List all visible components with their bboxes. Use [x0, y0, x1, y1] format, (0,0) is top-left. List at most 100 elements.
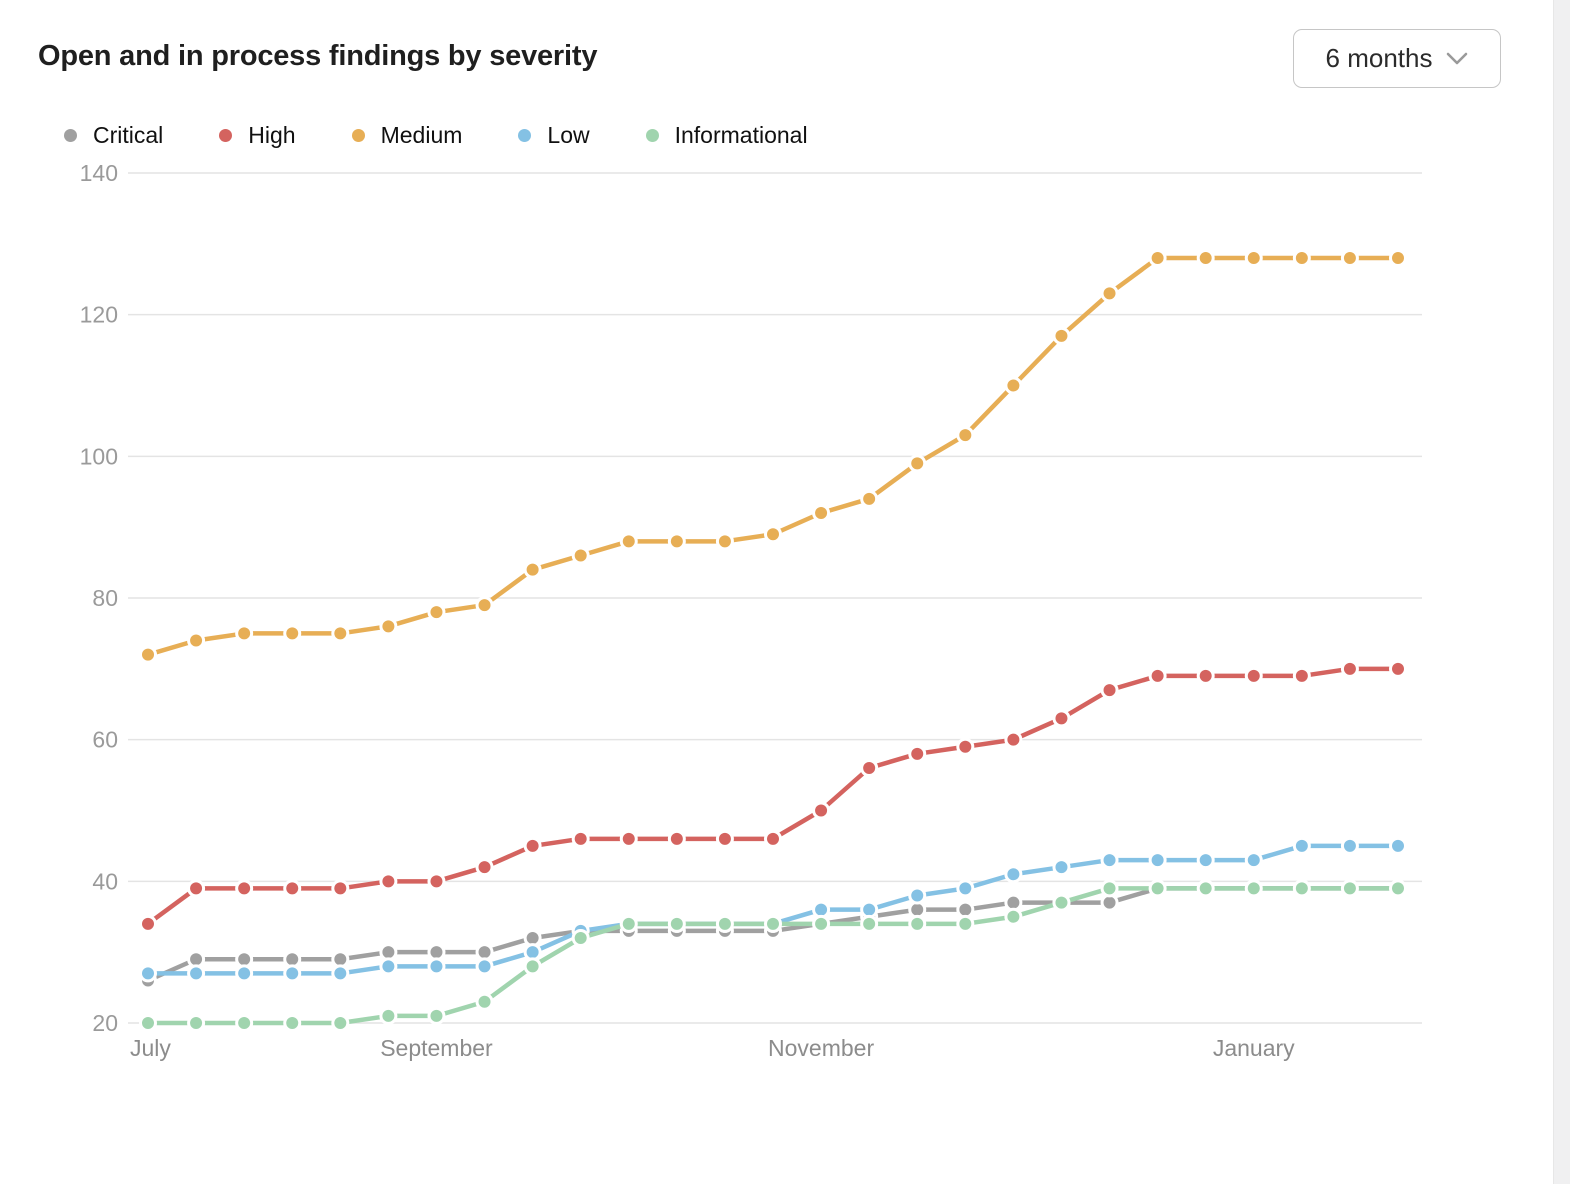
informational-point-9[interactable]: [571, 929, 590, 947]
informational-point-5[interactable]: [379, 1006, 398, 1025]
medium-point-1[interactable]: [187, 631, 206, 650]
medium-point-25[interactable]: [1340, 249, 1359, 267]
high-point-12[interactable]: [715, 829, 734, 848]
low-point-6[interactable]: [427, 957, 446, 976]
high-point-7[interactable]: [475, 858, 494, 877]
medium-point-11[interactable]: [667, 532, 686, 551]
informational-point-25[interactable]: [1340, 879, 1359, 898]
high-point-11[interactable]: [667, 829, 686, 848]
medium-point-7[interactable]: [475, 596, 494, 615]
low-point-23[interactable]: [1244, 851, 1263, 870]
low-point-4[interactable]: [331, 964, 350, 983]
low-point-20[interactable]: [1100, 851, 1119, 870]
legend-item-high[interactable]: High: [219, 122, 296, 149]
informational-point-18[interactable]: [1004, 907, 1023, 926]
high-point-20[interactable]: [1100, 681, 1119, 700]
informational-point-14[interactable]: [812, 914, 831, 933]
medium-point-0[interactable]: [139, 645, 157, 664]
informational-point-3[interactable]: [283, 1014, 302, 1032]
low-point-19[interactable]: [1052, 858, 1071, 877]
medium-point-6[interactable]: [427, 603, 446, 622]
informational-point-23[interactable]: [1244, 879, 1263, 898]
legend-item-informational[interactable]: Informational: [645, 122, 808, 149]
high-point-21[interactable]: [1148, 666, 1167, 685]
medium-point-9[interactable]: [571, 546, 590, 565]
high-point-9[interactable]: [571, 829, 590, 848]
informational-point-26[interactable]: [1389, 879, 1407, 898]
low-point-16[interactable]: [908, 886, 927, 905]
low-point-2[interactable]: [235, 964, 254, 983]
high-point-1[interactable]: [187, 879, 206, 898]
medium-point-23[interactable]: [1244, 249, 1263, 267]
low-point-25[interactable]: [1340, 836, 1359, 855]
low-point-1[interactable]: [187, 964, 206, 983]
high-point-25[interactable]: [1340, 659, 1359, 678]
informational-point-10[interactable]: [619, 914, 638, 933]
informational-point-4[interactable]: [331, 1014, 350, 1032]
low-point-3[interactable]: [283, 964, 302, 983]
medium-point-8[interactable]: [523, 560, 542, 579]
medium-point-17[interactable]: [956, 426, 975, 445]
medium-point-18[interactable]: [1004, 376, 1023, 395]
medium-point-14[interactable]: [812, 504, 831, 522]
high-point-2[interactable]: [235, 879, 254, 898]
medium-point-2[interactable]: [235, 624, 254, 643]
medium-point-15[interactable]: [860, 489, 879, 508]
high-point-13[interactable]: [764, 829, 782, 848]
low-point-17[interactable]: [956, 879, 975, 898]
informational-point-21[interactable]: [1148, 879, 1167, 898]
high-point-23[interactable]: [1244, 666, 1263, 685]
medium-point-26[interactable]: [1389, 249, 1407, 267]
low-point-0[interactable]: [139, 964, 157, 983]
high-point-6[interactable]: [427, 872, 446, 891]
medium-point-13[interactable]: [764, 525, 782, 544]
series-medium[interactable]: [139, 249, 1407, 664]
informational-point-1[interactable]: [187, 1014, 206, 1032]
series-high[interactable]: [139, 659, 1407, 933]
informational-point-0[interactable]: [139, 1014, 157, 1032]
high-point-4[interactable]: [331, 879, 350, 898]
medium-point-21[interactable]: [1148, 249, 1167, 267]
medium-point-3[interactable]: [283, 624, 302, 643]
informational-point-12[interactable]: [715, 914, 734, 933]
series-informational[interactable]: [139, 879, 1407, 1032]
informational-point-16[interactable]: [908, 914, 927, 933]
medium-point-16[interactable]: [908, 454, 927, 473]
informational-point-2[interactable]: [235, 1014, 254, 1032]
informational-point-22[interactable]: [1196, 879, 1215, 898]
medium-point-12[interactable]: [715, 532, 734, 551]
high-point-3[interactable]: [283, 879, 302, 898]
medium-point-22[interactable]: [1196, 249, 1215, 267]
low-point-5[interactable]: [379, 957, 398, 976]
low-point-21[interactable]: [1148, 851, 1167, 870]
informational-point-20[interactable]: [1100, 879, 1119, 898]
legend-item-low[interactable]: Low: [518, 122, 590, 149]
high-point-24[interactable]: [1292, 666, 1311, 685]
high-point-8[interactable]: [523, 836, 542, 855]
low-point-22[interactable]: [1196, 851, 1215, 870]
medium-point-24[interactable]: [1292, 249, 1311, 267]
high-point-16[interactable]: [908, 744, 927, 763]
high-point-22[interactable]: [1196, 666, 1215, 685]
high-point-10[interactable]: [619, 829, 638, 848]
medium-point-20[interactable]: [1100, 284, 1119, 303]
high-point-0[interactable]: [139, 914, 157, 933]
high-point-14[interactable]: [812, 801, 831, 820]
low-point-24[interactable]: [1292, 836, 1311, 855]
informational-point-13[interactable]: [764, 914, 782, 933]
high-point-15[interactable]: [860, 759, 879, 777]
high-point-18[interactable]: [1004, 730, 1023, 749]
low-point-7[interactable]: [475, 957, 494, 976]
medium-point-5[interactable]: [379, 617, 398, 636]
informational-point-7[interactable]: [475, 992, 494, 1011]
high-point-5[interactable]: [379, 872, 398, 891]
high-point-26[interactable]: [1389, 659, 1407, 678]
informational-point-6[interactable]: [427, 1006, 446, 1025]
medium-point-10[interactable]: [619, 532, 638, 551]
medium-point-4[interactable]: [331, 624, 350, 643]
informational-point-8[interactable]: [523, 957, 542, 976]
informational-point-19[interactable]: [1052, 893, 1071, 912]
low-point-26[interactable]: [1389, 836, 1407, 855]
informational-point-15[interactable]: [860, 914, 879, 933]
low-point-18[interactable]: [1004, 865, 1023, 884]
